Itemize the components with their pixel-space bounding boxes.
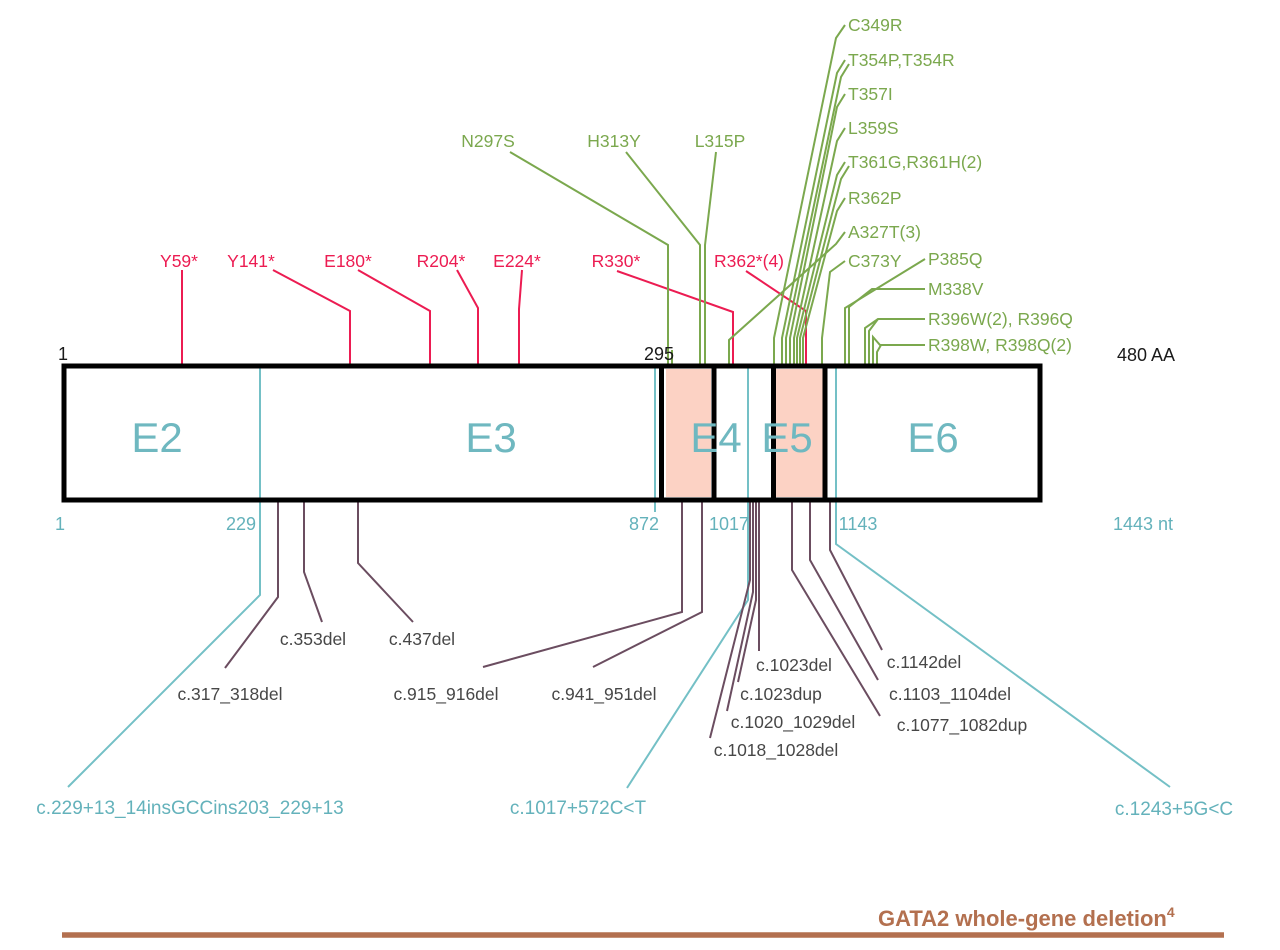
leader-missense-l359s <box>793 127 846 366</box>
gene-body-fill <box>64 366 1040 500</box>
label-del-c353: c.353del <box>280 629 346 649</box>
label-missense-n297s: N297S <box>461 131 515 151</box>
label-del-c1023dup: c.1023dup <box>740 684 822 704</box>
leader-splice-c1017 <box>626 368 749 789</box>
leader-del-c1023dup <box>737 502 757 683</box>
exon-label-e5: E5 <box>761 414 812 461</box>
nt-label-total: 1443 nt <box>1113 514 1173 534</box>
leader-splice-c229ins <box>67 368 261 788</box>
aa-junction-label: 295 <box>644 344 674 364</box>
leader-nonsense-e224 <box>518 269 523 366</box>
label-missense-m338v: M338V <box>928 279 984 299</box>
leader-missense-t357i <box>789 93 846 366</box>
leader-nonsense-y141 <box>272 269 351 366</box>
label-nonsense-e224: E224* <box>493 251 541 271</box>
label-del-c1020: c.1020_1029del <box>731 712 856 733</box>
leader-del-c1020 <box>726 502 754 712</box>
leader-missense-c349r <box>773 24 846 366</box>
leader-missense-p385q <box>844 258 926 366</box>
leader-missense-t354-a <box>781 59 846 366</box>
leader-missense-h313y <box>625 151 701 366</box>
label-del-c317: c.317_318del <box>177 684 282 705</box>
label-del-c437: c.437del <box>389 629 455 649</box>
leader-missense-r396-b <box>868 318 879 366</box>
leader-del-c353 <box>303 502 323 623</box>
leader-missense-r398-a <box>872 334 925 366</box>
label-del-c1103: c.1103_1104del <box>889 684 1011 705</box>
exon-label-e4: E4 <box>690 414 741 461</box>
leader-del-c437 <box>357 502 414 623</box>
label-missense-t361: T361G,R361H(2) <box>848 152 982 172</box>
label-missense-t354: T354P,T354R <box>848 50 955 70</box>
label-nonsense-r330: R330* <box>592 251 641 271</box>
leader-missense-n297s <box>509 151 669 366</box>
label-nonsense-y59: Y59* <box>160 251 198 271</box>
label-missense-l359s: L359S <box>848 118 899 138</box>
exon-label-e2: E2 <box>131 414 182 461</box>
label-del-c1142: c.1142del <box>887 652 962 672</box>
gene-body-border <box>61 363 1043 503</box>
label-splice-c229ins: c.229+13_14insGCCins203_229+13 <box>36 798 343 819</box>
label-nonsense-y141: Y141* <box>227 251 275 271</box>
leader-missense-t354-b <box>785 63 850 366</box>
label-del-c915: c.915_916del <box>393 684 498 705</box>
leader-del-c1018 <box>709 502 751 739</box>
leader-del-c1103 <box>809 502 879 681</box>
leader-missense-t361-a <box>796 161 846 366</box>
leader-missense-c373y <box>821 260 846 366</box>
label-missense-r362p: R362P <box>848 188 902 208</box>
label-del-c1018: c.1018_1028del <box>714 740 839 761</box>
exon-label-e6: E6 <box>907 414 958 461</box>
leader-del-c941 <box>592 502 703 668</box>
leader-missense-r398-b <box>876 344 882 366</box>
leader-missense-m338v <box>848 288 925 366</box>
aa-total-label: 480 AA <box>1117 345 1175 365</box>
label-nonsense-r362stop: R362*(4) <box>714 251 784 271</box>
footer-title: GATA2 whole-gene deletion4 <box>878 904 1175 931</box>
leader-nonsense-r204 <box>456 269 479 366</box>
leader-missense-a327t <box>728 231 846 366</box>
label-del-c941: c.941_951del <box>551 684 656 705</box>
label-missense-h313y: H313Y <box>587 131 641 151</box>
label-nonsense-r204: R204* <box>417 251 466 271</box>
leader-missense-r396-a <box>864 318 925 366</box>
label-missense-c373y: C373Y <box>848 251 902 271</box>
nt-label-1017: 1017 <box>709 514 749 534</box>
leader-del-c317 <box>224 502 279 669</box>
label-del-c1077: c.1077_1082dup <box>897 715 1027 736</box>
label-missense-p385q: P385Q <box>928 249 982 269</box>
label-missense-r398: R398W, R398Q(2) <box>928 335 1072 355</box>
exon-label-e3: E3 <box>465 414 516 461</box>
label-del-c1023del: c.1023del <box>756 655 832 675</box>
leader-splice-c1243 <box>835 368 1171 788</box>
aa-start-label: 1 <box>58 344 68 364</box>
nt-label-872: 872 <box>629 514 659 534</box>
leader-del-c915 <box>482 502 683 668</box>
nt-label-229: 229 <box>226 514 256 534</box>
label-splice-c1243: c.1243+5G<C <box>1115 799 1233 820</box>
label-nonsense-e180: E180* <box>324 251 372 271</box>
exon5-highlight <box>776 369 823 497</box>
label-missense-c349r: C349R <box>848 15 902 35</box>
leader-del-c1077 <box>791 502 881 717</box>
footer-title-text: GATA2 whole-gene deletion <box>878 906 1167 931</box>
footer-superscript: 4 <box>1167 904 1175 920</box>
label-missense-t357i: T357I <box>848 84 893 104</box>
label-splice-c1017: c.1017+572C<T <box>510 798 647 819</box>
leader-missense-l315p <box>704 151 717 366</box>
nt-label-1: 1 <box>55 514 65 534</box>
exon4-highlight <box>666 369 711 497</box>
leader-nonsense-e180 <box>357 269 431 366</box>
nt-label-1143: 1143 <box>839 514 878 534</box>
leader-missense-r362p <box>802 197 846 366</box>
label-missense-l315p: L315P <box>695 131 746 151</box>
leader-nonsense-r330 <box>616 270 734 366</box>
leader-del-c1142 <box>829 502 883 651</box>
label-missense-r396: R396W(2), R396Q <box>928 309 1073 329</box>
label-missense-a327t: A327T(3) <box>848 222 921 242</box>
